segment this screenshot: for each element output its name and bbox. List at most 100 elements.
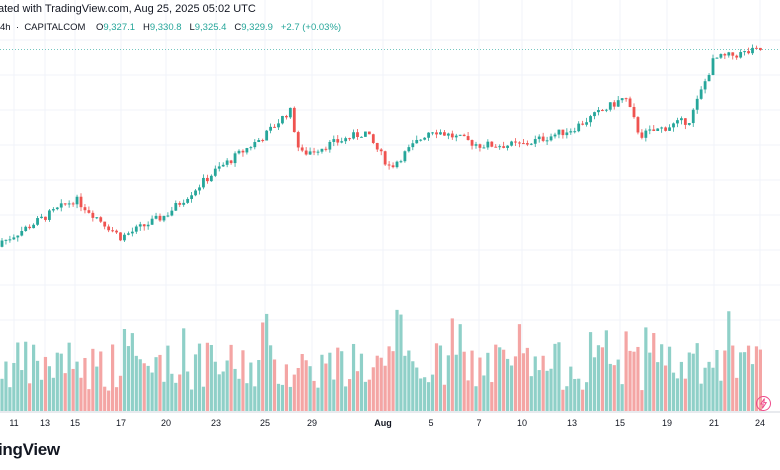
volume-bar [513,356,518,411]
candle-body [703,81,707,90]
volume-bar [529,376,533,411]
volume-bar [442,384,446,411]
candle-body [506,145,509,148]
open-label: O [95,22,104,33]
volume-bar [620,384,624,411]
volume-bar [743,352,747,411]
candle-body [51,209,55,211]
volume-bar [395,309,399,411]
close-value: 9,329.9 [241,22,273,33]
high-value: 9,330.8 [149,22,182,33]
volume-bar [427,382,431,411]
volume-bar [624,331,628,411]
candle-body [95,217,99,219]
volume-bar [47,366,51,411]
candle-body [423,137,427,140]
volume-bar [95,366,99,411]
volume-bar [324,363,328,411]
volume-bar [727,311,731,411]
candle-body [265,130,269,141]
volume-bar [284,364,288,411]
volume-bar [612,365,616,411]
chart-header: ated with TradingView.com, Aug 25, 2025 … [0,0,780,20]
volume-bar [438,345,443,411]
volume-bars [0,309,762,411]
candle-body [300,147,304,151]
x-tick-label: 20 [161,418,171,428]
volume-bar [671,372,676,411]
candle-body [356,132,359,137]
candle-body [209,175,213,182]
x-tick-label: 7 [476,418,481,428]
volume-bar [506,358,510,411]
candle-body [233,153,237,164]
candle-body [470,140,474,146]
candle-body [478,144,482,148]
volume-bar [142,363,146,411]
candle-body [533,139,537,144]
volume-bar [557,342,561,411]
candle-body [198,187,201,191]
volume-bar [103,386,107,411]
candle-body [79,196,83,208]
volume-bar [758,349,762,411]
candle-body [446,133,450,136]
volume-bar [130,333,134,411]
volume-bar [71,368,75,411]
volume-bar [355,371,360,411]
volume-bar [719,380,723,411]
volume-bar [517,324,522,411]
volume-bar [533,356,537,411]
volume-bar [138,359,142,411]
candle-body [494,146,498,148]
high-label: H [142,22,150,33]
volume-bar [375,355,379,411]
volume-bar [592,357,597,411]
volume-bar [359,353,364,411]
source-label[interactable]: CAPITALCOM [24,22,86,33]
candle-body [67,203,71,205]
volume-bar [699,383,703,411]
candle-body [320,148,324,152]
candle-body [285,115,288,118]
volume-bar [683,378,687,411]
x-tick-label: 15 [70,418,80,428]
candle-body [743,51,746,53]
lightning-icon[interactable] [756,396,771,411]
candle-body [178,203,182,205]
volume-bar [525,347,529,411]
volume-bar [280,384,285,411]
x-tick-label: 13 [567,418,577,428]
x-tick-label: 19 [662,418,672,428]
volume-bar [458,324,462,411]
volume-bar [656,362,660,411]
candle-body [123,234,126,241]
candle-body [32,224,35,229]
volume-bar [83,357,87,411]
candle-body [585,122,588,125]
volume-bar [632,351,636,411]
volume-bar [225,360,229,411]
candle-body [379,149,383,152]
volume-bar [573,378,577,411]
candle-body [747,51,750,54]
volume-bar [249,362,253,411]
candle-body [443,132,446,136]
volume-bar [174,382,178,411]
candle-body [581,123,585,125]
interval-label[interactable]: 4h [0,22,11,33]
candle-body [103,221,107,227]
volume-bar [407,350,411,411]
volume-bar [8,387,12,411]
candle-body [91,212,95,218]
volume-bar [652,333,656,411]
candle-body [146,224,150,227]
candle-body [312,151,316,153]
volume-bar [750,364,755,411]
volume-bar [178,374,182,411]
candle-body [755,47,758,49]
volume-bar [746,345,751,411]
tradingview-logo-text[interactable]: ingView [0,440,60,459]
candle-body [288,107,292,118]
